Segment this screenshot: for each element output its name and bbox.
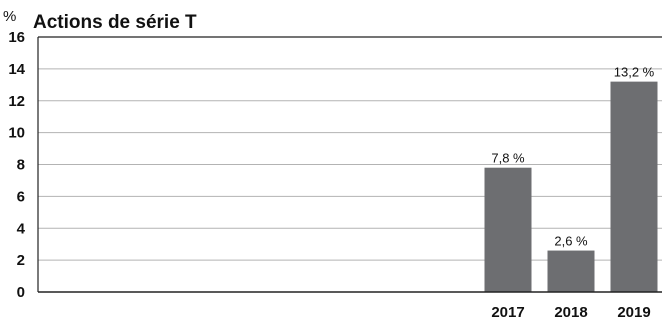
bar-2017 <box>484 167 532 292</box>
y-tick-label: 10 <box>8 125 25 142</box>
y-tick-label: 6 <box>17 188 25 205</box>
axes <box>37 36 662 293</box>
data-labels: 7,8 % 2,6 % 13,2 % <box>491 65 654 249</box>
y-tick-label: 0 <box>17 284 25 301</box>
y-tick-label: 4 <box>17 220 26 237</box>
bars <box>484 81 658 292</box>
bar-2018 <box>547 250 595 292</box>
chart-title: Actions de série T <box>33 12 197 33</box>
data-label: 13,2 % <box>614 65 655 80</box>
bar-2019 <box>610 81 658 292</box>
data-label: 2,6 % <box>554 234 588 249</box>
x-axis-ticks: 2017 2018 2019 <box>491 304 650 320</box>
data-label: 7,8 % <box>491 151 525 166</box>
x-tick-label: 2018 <box>554 304 587 320</box>
y-tick-label: 12 <box>8 93 25 110</box>
y-axis-ticks: 0 2 4 6 8 10 12 14 16 <box>8 29 25 301</box>
y-tick-label: 8 <box>17 157 25 174</box>
x-tick-label: 2017 <box>491 304 524 320</box>
gridlines <box>38 68 662 261</box>
x-tick-label: 2019 <box>617 304 650 320</box>
y-tick-label: 14 <box>8 61 25 78</box>
y-tick-label: 2 <box>17 252 25 269</box>
y-axis-unit-label: % <box>3 8 16 25</box>
y-tick-label: 16 <box>8 29 25 46</box>
